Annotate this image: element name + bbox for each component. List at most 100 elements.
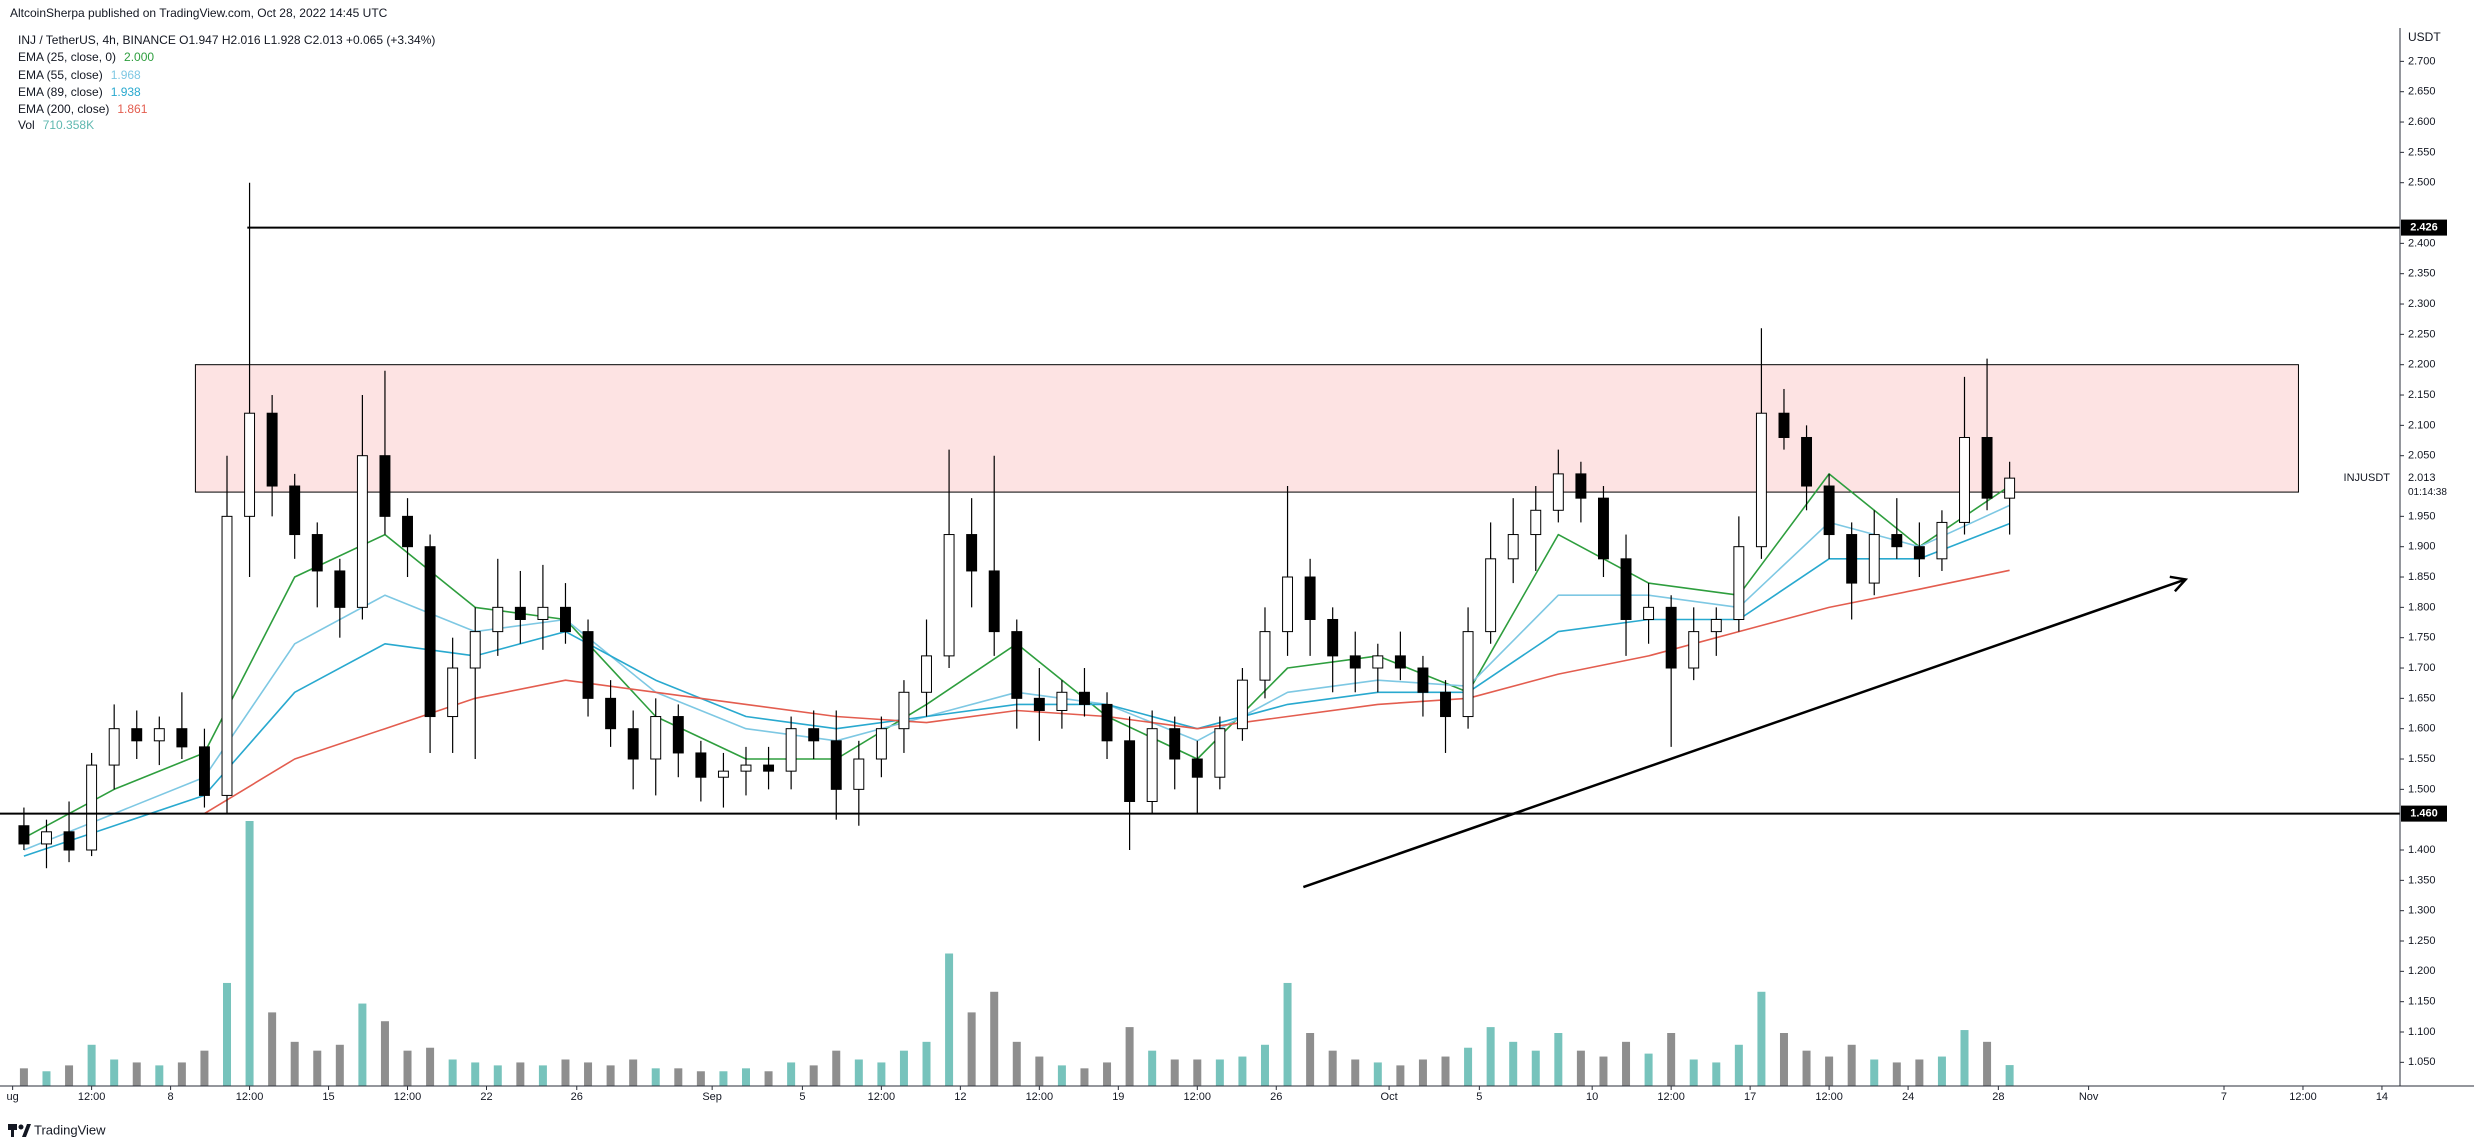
y-tick-label: 1.550 [2408, 753, 2436, 765]
volume-bar [1734, 1044, 1743, 1086]
volume-bar [584, 1062, 593, 1086]
x-tick-label: 12:00 [1657, 1091, 1685, 1103]
candle-body [1688, 631, 1700, 669]
volume-bar [764, 1071, 773, 1086]
legend-name: Vol [18, 118, 35, 132]
y-tick-label: 1.650 [2408, 692, 2436, 704]
candle-body [921, 655, 932, 693]
legend-value: 1.861 [117, 102, 147, 116]
volume-bar [1215, 1059, 1224, 1086]
resistance-zone [194, 364, 2299, 493]
y-tick-label: 1.200 [2408, 965, 2436, 977]
candle-body [2004, 477, 2016, 499]
candle-body [1259, 631, 1271, 681]
candle-body [1124, 740, 1136, 802]
candle-body [131, 728, 143, 742]
volume-bar [945, 953, 954, 1086]
candle-body [402, 515, 413, 548]
y-tick-label: 1.300 [2408, 905, 2436, 917]
x-tick-label: 12:00 [2289, 1091, 2317, 1103]
volume-bar [877, 1062, 886, 1086]
y-tick-label: 2.400 [2408, 237, 2436, 249]
legend-value: 710.358K [43, 118, 94, 132]
volume-bar [1080, 1068, 1089, 1086]
candle-body [108, 728, 120, 766]
candle-body [1891, 534, 1903, 548]
volume-bar [1937, 1056, 1946, 1086]
candle-body [1778, 412, 1790, 438]
volume-bar [155, 1065, 164, 1086]
candle-body [1191, 758, 1203, 778]
volume-bar [1689, 1059, 1698, 1086]
volume-bar [1351, 1059, 1360, 1086]
volume-bar [200, 1050, 209, 1086]
volume-bar [290, 1041, 299, 1086]
legend-value: 1.968 [111, 68, 141, 82]
volume-bar [1802, 1050, 1811, 1086]
volume-bar [2005, 1065, 2014, 1086]
candle-body [1440, 691, 1451, 718]
symbol-label: INJUSDT [2344, 472, 2391, 484]
volume-bar [1870, 1059, 1879, 1086]
candle-body [560, 606, 571, 633]
volume-bar [741, 1068, 750, 1086]
volume-bar [1170, 1059, 1179, 1086]
legend-value: 1.938 [111, 85, 141, 99]
volume-bar [132, 1062, 141, 1086]
legend-name: EMA (200, close) [18, 102, 109, 116]
y-tick-label: 2.700 [2408, 55, 2436, 67]
y-tick-label: 2.600 [2408, 116, 2436, 128]
volume-bar [1915, 1059, 1924, 1086]
y-tick-label: 1.750 [2408, 632, 2436, 644]
candle-body [221, 515, 233, 796]
volume-bar [1260, 1044, 1269, 1086]
candle-body [311, 534, 323, 572]
y-tick-label: 2.200 [2408, 359, 2436, 371]
volume-bar [1193, 1059, 1202, 1086]
volume-bar [899, 1050, 908, 1086]
candle-body [356, 455, 368, 608]
candle-body [763, 764, 775, 772]
candle-body [943, 534, 955, 657]
volume-bar [1486, 1027, 1495, 1086]
price-tag [2401, 805, 2447, 822]
candle-body [1597, 497, 1609, 560]
x-tick-label: 12:00 [1815, 1091, 1843, 1103]
volume-bar [1779, 1033, 1788, 1086]
candle-body [469, 631, 481, 669]
candle-body [1033, 697, 1045, 711]
volume-bar [1464, 1047, 1473, 1086]
candle-body [63, 831, 75, 851]
volume-bar [606, 1065, 615, 1086]
legend-value: 2.000 [124, 50, 154, 64]
y-tick-label: 2.050 [2408, 450, 2436, 462]
volume-bar [223, 982, 232, 1086]
brand-logo [8, 1124, 31, 1137]
volume-bar [1892, 1062, 1901, 1086]
volume-bar [1509, 1041, 1518, 1086]
volume-bar [629, 1059, 638, 1086]
candle-body [379, 455, 391, 517]
candle-body [153, 728, 165, 742]
x-tick-label: 12 [954, 1091, 966, 1103]
candle-body [1349, 655, 1361, 669]
x-tick-label: 19 [1112, 1091, 1124, 1103]
candle-body [582, 631, 594, 699]
y-tick-label: 2.100 [2408, 419, 2436, 431]
volume-bar [832, 1050, 841, 1086]
candle-body [1372, 655, 1384, 669]
volume-bar [967, 1012, 976, 1086]
volume-bar [1396, 1065, 1405, 1086]
candle-body [1394, 655, 1406, 669]
y-tick-label: 2.150 [2408, 389, 2436, 401]
volume-bar [922, 1041, 931, 1086]
candle-body [627, 728, 639, 760]
candle-body [1575, 473, 1587, 499]
candle-body [1236, 679, 1248, 730]
volume-bar [809, 1065, 818, 1086]
volume-bar [651, 1068, 660, 1086]
volume-bar [177, 1062, 186, 1086]
volume-bar [674, 1068, 683, 1086]
volume-bar [1825, 1056, 1834, 1086]
candle-body [1823, 485, 1835, 536]
